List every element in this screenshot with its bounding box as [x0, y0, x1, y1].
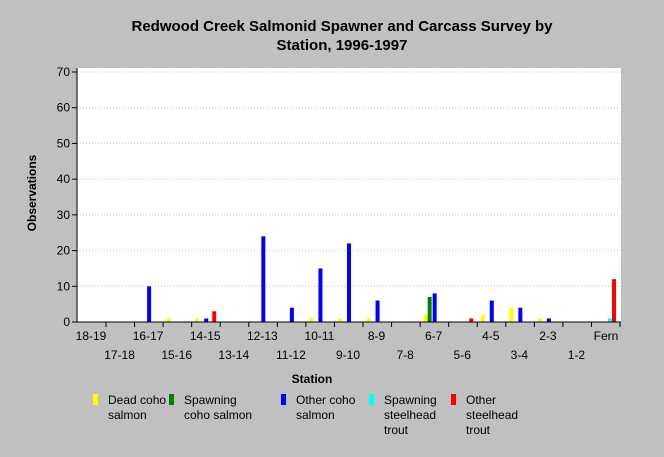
legend-swatch — [281, 394, 286, 405]
bar — [147, 286, 152, 322]
bar — [204, 318, 209, 322]
y-tick-labels: 0 10 20 30 40 50 60 70 — [57, 65, 71, 329]
legend-swatch — [93, 394, 98, 405]
bar — [469, 318, 474, 322]
legend-item: Other steelhead trout — [451, 393, 518, 437]
legend-label: Dead coho salmon — [108, 393, 166, 422]
bar — [347, 243, 351, 322]
x-tick-label: 11-12 — [276, 348, 306, 362]
legend-item: Dead coho salmon — [93, 393, 166, 422]
x-tick-label: 1-2 — [568, 348, 586, 362]
x-tick-label: 2-3 — [539, 329, 557, 343]
x-tick-label: 7-8 — [396, 348, 414, 362]
x-tick-label: 10-11 — [305, 329, 335, 343]
axes — [72, 68, 621, 327]
legend-label: Spawning steelhead trout — [384, 393, 437, 437]
bar — [480, 314, 485, 322]
bar — [338, 318, 342, 322]
bar — [423, 314, 428, 322]
y-tick-label: 40 — [57, 172, 71, 186]
bars — [147, 236, 616, 322]
legend-item: Spawning steelhead trout — [369, 393, 437, 437]
bar — [309, 318, 314, 322]
bar — [195, 318, 200, 322]
x-tick-label: 12-13 — [247, 329, 278, 343]
legend-label: Other steelhead trout — [466, 393, 518, 437]
x-tick-label: Fern — [594, 329, 619, 343]
bar — [432, 293, 437, 322]
y-tick-label: 60 — [57, 101, 71, 115]
x-tick-labels: 18-19 17-18 16-17 15-16 14-15 13-14 12-13 11-12… — [76, 329, 619, 362]
x-tick-label: 5-6 — [454, 348, 472, 362]
bar — [509, 307, 514, 322]
legend-item: Other coho salmon — [281, 393, 356, 422]
legend-label: Other coho salmon — [296, 393, 356, 422]
x-tick-label: 14-15 — [190, 329, 221, 343]
y-tick-label: 0 — [63, 315, 70, 329]
x-tick-label: 9-10 — [336, 348, 360, 362]
chart-title-line1: Redwood Creek Salmonid Spawner and Carca… — [132, 18, 554, 35]
legend-swatch — [451, 394, 456, 405]
bar — [375, 300, 380, 322]
x-tick-label: 4-5 — [482, 329, 500, 343]
bar — [518, 307, 523, 322]
x-tick-label: 16-17 — [133, 329, 164, 343]
y-axis-title: Observations — [25, 154, 39, 231]
legend: Dead coho salmon Spawning coho salmon Other … — [93, 393, 518, 437]
y-tick-label: 30 — [57, 208, 71, 222]
bar — [546, 318, 551, 322]
bar — [289, 307, 294, 322]
grid-lines — [77, 71, 621, 287]
x-tick-label: 8-9 — [368, 329, 386, 343]
legend-item: Spawning coho salmon — [169, 393, 252, 422]
legend-label: Spawning coho salmon — [184, 393, 252, 422]
x-tick-label: 13-14 — [218, 348, 249, 362]
x-tick-label: 18-19 — [76, 329, 107, 343]
y-tick-label: 10 — [57, 279, 71, 293]
bar — [427, 297, 432, 322]
bar — [537, 318, 542, 322]
bar — [166, 318, 171, 322]
x-tick-label: 17-18 — [104, 348, 135, 362]
bar — [212, 311, 217, 322]
x-tick-label: 3-4 — [511, 348, 529, 362]
bar — [366, 318, 371, 322]
bar — [261, 236, 266, 322]
legend-swatch — [369, 394, 374, 405]
bar — [318, 268, 323, 322]
x-tick-label: 6-7 — [425, 329, 443, 343]
chart-title-line2: Station, 1996-1997 — [277, 37, 408, 54]
bar — [608, 318, 612, 322]
y-tick-label: 20 — [57, 244, 71, 258]
legend-swatch — [169, 394, 174, 405]
y-tick-label: 70 — [57, 65, 71, 79]
y-tick-label: 50 — [57, 136, 71, 150]
bar — [612, 279, 616, 322]
bar — [489, 300, 494, 322]
x-tick-label: 15-16 — [161, 348, 192, 362]
x-axis-title: Station — [292, 372, 333, 386]
